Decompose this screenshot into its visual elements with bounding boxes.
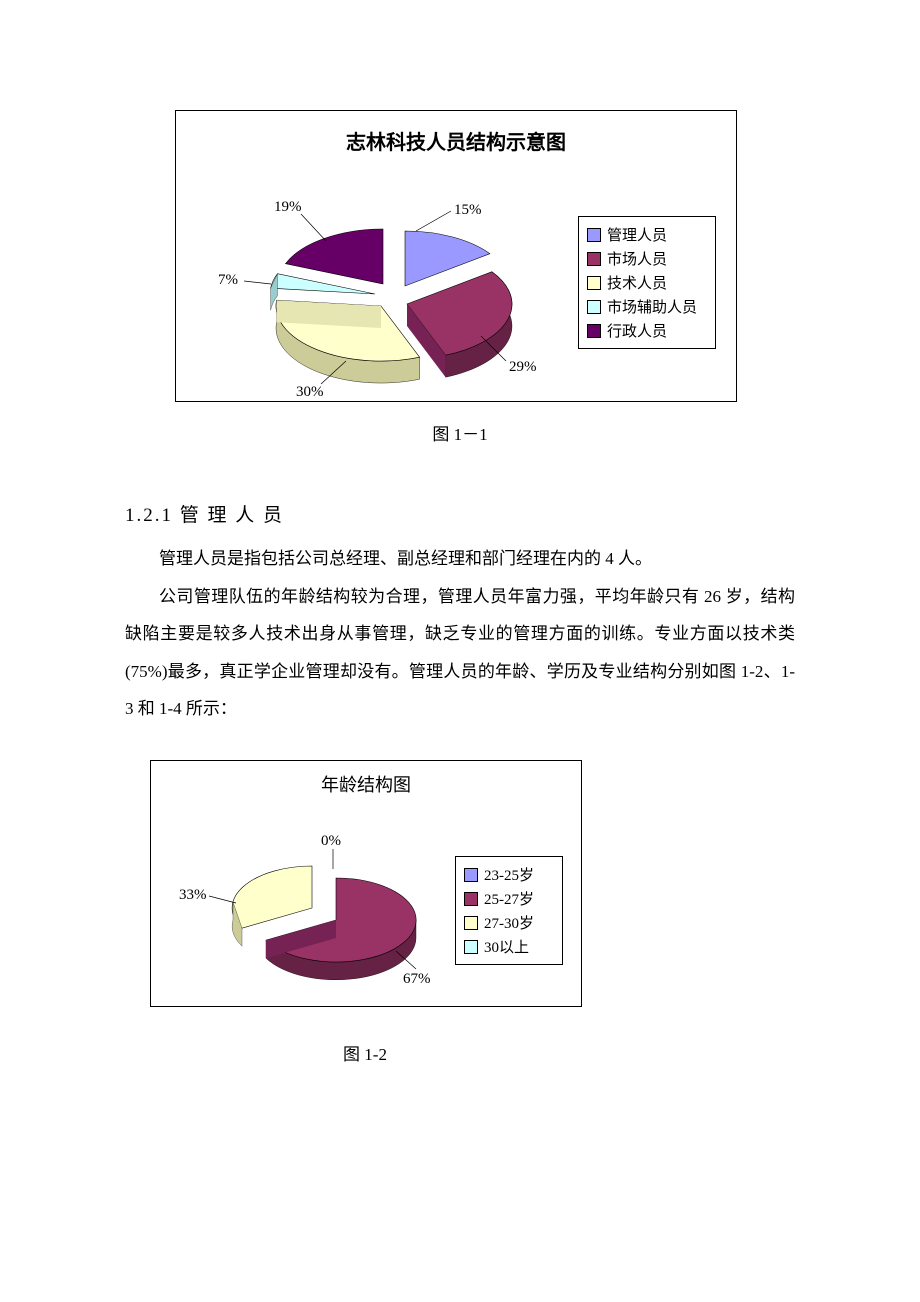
chart1-label-4: 19%	[274, 199, 302, 215]
legend-label: 管理人员	[607, 224, 667, 245]
legend-item: 25-27岁	[464, 888, 554, 909]
section-heading: 1.2.1 管 理 人 员	[125, 500, 284, 527]
chart1-caption: 图 1－1	[0, 420, 920, 445]
heading-text: 管 理 人 员	[180, 505, 284, 526]
chart2-legend: 23-25岁 25-27岁 27-30岁 30以上	[455, 856, 563, 965]
chart1-legend: 管理人员 市场人员 技术人员 市场辅助人员 行政人员	[578, 216, 716, 349]
chart2-label-1: 67%	[403, 971, 431, 987]
chart2-caption: 图 1-2	[150, 1040, 580, 1065]
legend-item: 技术人员	[587, 272, 707, 293]
chart2-label-2: 33%	[179, 887, 207, 903]
legend-label: 27-30岁	[484, 912, 534, 933]
chart1-frame: 志林科技人员结构示意图	[175, 110, 737, 402]
legend-label: 25-27岁	[484, 888, 534, 909]
chart1-label-0: 15%	[454, 202, 482, 218]
chart2-title: 年龄结构图	[151, 771, 581, 797]
legend-item: 市场辅助人员	[587, 296, 707, 317]
chart1-title: 志林科技人员结构示意图	[176, 126, 736, 155]
chart2-pie: 0% 67% 33%	[171, 801, 451, 1001]
legend-label: 行政人员	[607, 320, 667, 341]
legend-item: 管理人员	[587, 224, 707, 245]
chart2-frame: 年龄结构图 0% 67% 33%	[150, 760, 582, 1007]
legend-label: 23-25岁	[484, 864, 534, 885]
chart1-label-1: 29%	[509, 359, 537, 375]
legend-label: 市场人员	[607, 248, 667, 269]
legend-item: 市场人员	[587, 248, 707, 269]
paragraph-1: 管理人员是指包括公司总经理、副总经理和部门经理在内的 4 人。	[125, 540, 795, 577]
chart1-label-3: 7%	[218, 272, 238, 288]
legend-item: 行政人员	[587, 320, 707, 341]
legend-item: 27-30岁	[464, 912, 554, 933]
paragraph-2: 公司管理队伍的年龄结构较为合理，管理人员年富力强，平均年龄只有 26 岁，结构缺…	[125, 578, 795, 728]
chart2-label-0: 0%	[321, 833, 341, 849]
legend-label: 市场辅助人员	[607, 296, 697, 317]
legend-label: 30以上	[484, 936, 529, 957]
document-page: 志林科技人员结构示意图	[0, 0, 920, 1302]
legend-item: 30以上	[464, 936, 554, 957]
heading-number: 1.2.1	[125, 505, 173, 526]
legend-label: 技术人员	[607, 272, 667, 293]
legend-item: 23-25岁	[464, 864, 554, 885]
chart1-pie: 15% 29% 30% 7% 19%	[206, 156, 566, 396]
chart1-label-2: 30%	[296, 384, 324, 396]
